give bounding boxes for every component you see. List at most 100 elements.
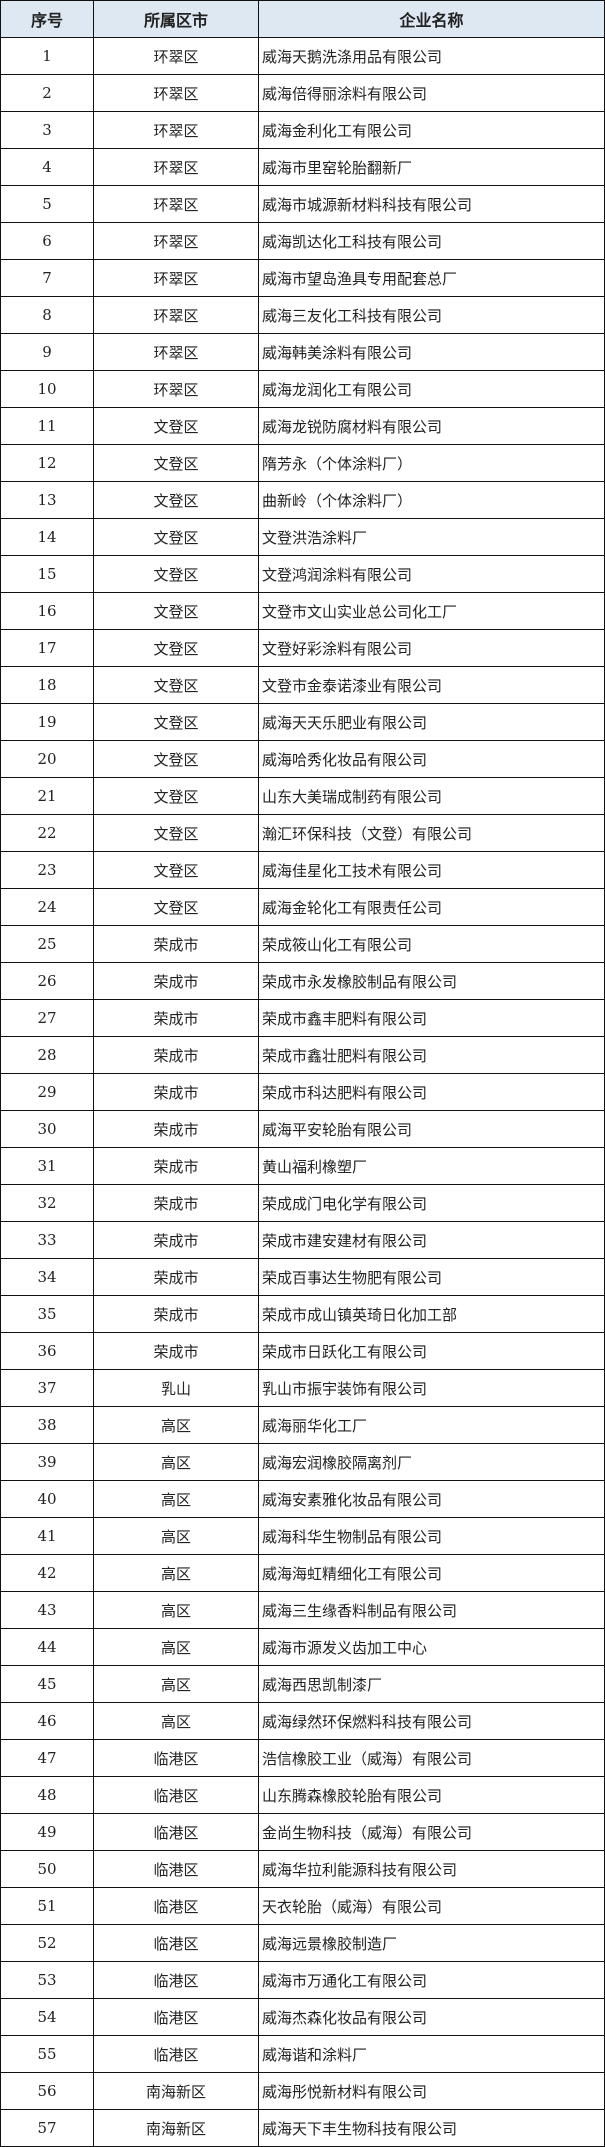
row-company: 文登市文山实业总公司化工厂 [258, 592, 605, 630]
row-district: 南海新区 [93, 2072, 259, 2110]
table-row: 44 高区 威海市源发义齿加工中心 [0, 1628, 605, 1666]
table-row: 56 南海新区 威海彤悦新材料有限公司 [0, 2072, 605, 2110]
row-district: 荣成市 [93, 1147, 259, 1185]
row-company: 威海凯达化工科技有限公司 [258, 222, 605, 260]
row-district: 环翠区 [93, 74, 259, 112]
row-company: 曲新岭（个体涂料厂） [258, 481, 605, 519]
row-district: 环翠区 [93, 185, 259, 223]
row-company: 威海平安轮胎有限公司 [258, 1110, 605, 1148]
row-index: 18 [0, 666, 94, 704]
table-row: 30 荣成市 威海平安轮胎有限公司 [0, 1110, 605, 1148]
row-index: 26 [0, 962, 94, 1000]
row-district: 环翠区 [93, 296, 259, 334]
row-index: 9 [0, 333, 94, 371]
row-index: 35 [0, 1295, 94, 1333]
table-row: 15 文登区 文登鸿润涂料有限公司 [0, 555, 605, 593]
row-district: 临港区 [93, 1776, 259, 1814]
table-row: 8 环翠区 威海三友化工科技有限公司 [0, 296, 605, 334]
table-row: 1 环翠区 威海天鹅洗涤用品有限公司 [0, 37, 605, 75]
row-index: 32 [0, 1184, 94, 1222]
table-row: 37 乳山 乳山市振宇装饰有限公司 [0, 1369, 605, 1407]
row-district: 文登区 [93, 703, 259, 741]
table-row: 10 环翠区 威海龙润化工有限公司 [0, 370, 605, 408]
row-district: 文登区 [93, 444, 259, 482]
row-index: 46 [0, 1702, 94, 1740]
table-header-row: 序号 所属区市 企业名称 [0, 0, 605, 38]
table-row: 45 高区 威海西思凯制漆厂 [0, 1665, 605, 1703]
row-index: 57 [0, 2109, 94, 2147]
row-district: 文登区 [93, 851, 259, 889]
row-district: 文登区 [93, 407, 259, 445]
table-row: 43 高区 威海三生缘香料制品有限公司 [0, 1591, 605, 1629]
row-index: 29 [0, 1073, 94, 1111]
table-row: 36 荣成市 荣成市日跃化工有限公司 [0, 1332, 605, 1370]
row-index: 34 [0, 1258, 94, 1296]
table-row: 38 高区 威海丽华化工厂 [0, 1406, 605, 1444]
row-district: 荣成市 [93, 1184, 259, 1222]
table-row: 22 文登区 瀚汇环保科技（文登）有限公司 [0, 814, 605, 852]
row-index: 53 [0, 1961, 94, 1999]
row-district: 文登区 [93, 814, 259, 852]
row-company: 威海宏润橡胶隔离剂厂 [258, 1443, 605, 1481]
row-company: 威海金利化工有限公司 [258, 111, 605, 149]
table-row: 32 荣成市 荣成成门电化学有限公司 [0, 1184, 605, 1222]
row-district: 临港区 [93, 1739, 259, 1777]
table-row: 23 文登区 威海佳星化工技术有限公司 [0, 851, 605, 889]
row-company: 荣成市科达肥料有限公司 [258, 1073, 605, 1111]
row-index: 10 [0, 370, 94, 408]
row-district: 文登区 [93, 629, 259, 667]
row-index: 50 [0, 1850, 94, 1888]
row-index: 43 [0, 1591, 94, 1629]
header-index: 序号 [0, 0, 94, 38]
table-row: 20 文登区 威海哈秀化妆品有限公司 [0, 740, 605, 778]
row-company: 威海天下丰生物科技有限公司 [258, 2109, 605, 2147]
row-district: 环翠区 [93, 259, 259, 297]
row-index: 49 [0, 1813, 94, 1851]
row-index: 21 [0, 777, 94, 815]
row-company: 威海西思凯制漆厂 [258, 1665, 605, 1703]
row-company: 荣成市建安建材有限公司 [258, 1221, 605, 1259]
row-district: 文登区 [93, 740, 259, 778]
row-company: 荣成成门电化学有限公司 [258, 1184, 605, 1222]
table-row: 16 文登区 文登市文山实业总公司化工厂 [0, 592, 605, 630]
row-company: 威海哈秀化妆品有限公司 [258, 740, 605, 778]
row-district: 临港区 [93, 1961, 259, 1999]
row-district: 荣成市 [93, 1073, 259, 1111]
row-company: 威海市望岛渔具专用配套总厂 [258, 259, 605, 297]
row-index: 42 [0, 1554, 94, 1592]
row-company: 金尚生物科技（威海）有限公司 [258, 1813, 605, 1851]
row-district: 高区 [93, 1406, 259, 1444]
table-row: 28 荣成市 荣成市鑫壮肥料有限公司 [0, 1036, 605, 1074]
row-district: 临港区 [93, 2035, 259, 2073]
row-company: 威海科华生物制品有限公司 [258, 1517, 605, 1555]
row-district: 临港区 [93, 1850, 259, 1888]
row-company: 威海龙锐防腐材料有限公司 [258, 407, 605, 445]
table-row: 35 荣成市 荣成市成山镇英琦日化加工部 [0, 1295, 605, 1333]
row-index: 37 [0, 1369, 94, 1407]
row-index: 5 [0, 185, 94, 223]
row-index: 45 [0, 1665, 94, 1703]
table-row: 3 环翠区 威海金利化工有限公司 [0, 111, 605, 149]
row-district: 高区 [93, 1591, 259, 1629]
row-company: 威海丽华化工厂 [258, 1406, 605, 1444]
row-company: 乳山市振宇装饰有限公司 [258, 1369, 605, 1407]
row-company: 威海海虹精细化工有限公司 [258, 1554, 605, 1592]
row-company: 威海天天乐肥业有限公司 [258, 703, 605, 741]
row-index: 40 [0, 1480, 94, 1518]
row-district: 环翠区 [93, 222, 259, 260]
row-index: 38 [0, 1406, 94, 1444]
row-index: 55 [0, 2035, 94, 2073]
table-row: 51 临港区 天衣轮胎（威海）有限公司 [0, 1887, 605, 1925]
table-row: 25 荣成市 荣成筱山化工有限公司 [0, 925, 605, 963]
row-district: 南海新区 [93, 2109, 259, 2147]
row-company: 威海市里窑轮胎翻新厂 [258, 148, 605, 186]
table-row: 4 环翠区 威海市里窑轮胎翻新厂 [0, 148, 605, 186]
row-index: 11 [0, 407, 94, 445]
row-index: 48 [0, 1776, 94, 1814]
row-index: 24 [0, 888, 94, 926]
row-index: 47 [0, 1739, 94, 1777]
table-row: 19 文登区 威海天天乐肥业有限公司 [0, 703, 605, 741]
table-row: 13 文登区 曲新岭（个体涂料厂） [0, 481, 605, 519]
row-district: 高区 [93, 1628, 259, 1666]
